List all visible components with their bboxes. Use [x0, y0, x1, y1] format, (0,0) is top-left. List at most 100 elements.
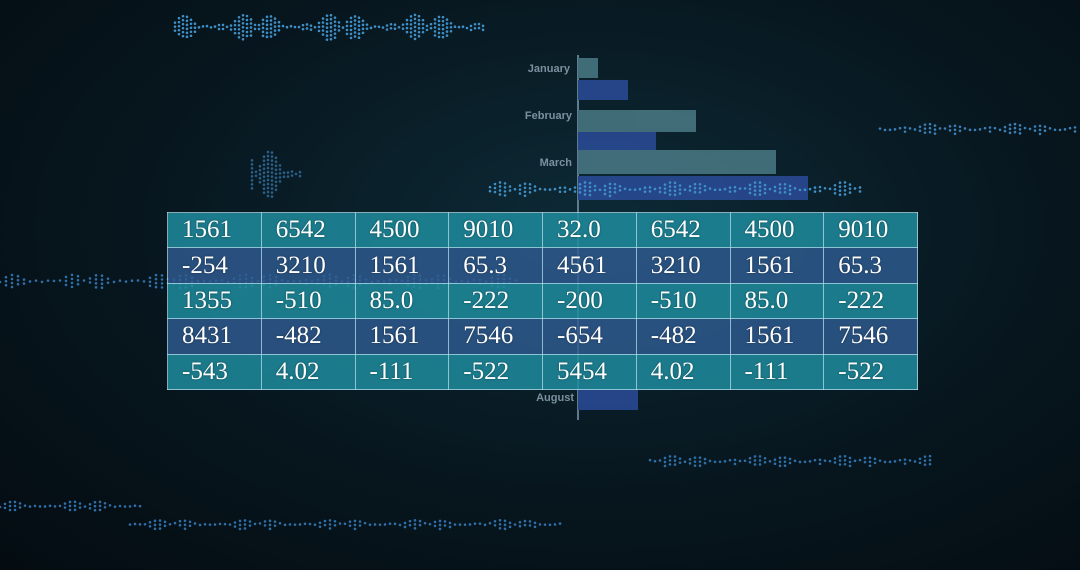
wave-dot — [269, 15, 273, 18]
backdrop-bar — [578, 80, 628, 100]
wave-dot — [738, 187, 742, 190]
wave-dot — [100, 274, 104, 278]
table-row: 8431 -482 1561 7546 -654 -482 1561 7546 — [167, 318, 918, 355]
wave-dot — [828, 459, 832, 463]
wave-dot — [341, 26, 345, 29]
wave-dot — [278, 172, 282, 175]
table-row: -254 3210 1561 65.3 4561 3210 1561 65.3 — [167, 247, 918, 284]
table-cell: -522 — [448, 353, 543, 391]
wave-dot — [205, 24, 209, 28]
wave-dot — [245, 22, 249, 26]
wave-dot — [378, 523, 382, 526]
wave-dot — [423, 521, 427, 525]
wave-dot — [113, 505, 117, 509]
wave-dot — [653, 187, 657, 191]
wave-dot — [573, 190, 577, 193]
wave-dot — [308, 522, 312, 526]
wave-dot — [668, 185, 672, 188]
table-cell: 9010 — [448, 211, 543, 249]
wave-dot — [221, 27, 225, 31]
wave-dot — [648, 458, 652, 462]
wave-dot — [398, 523, 402, 527]
wave-dot — [68, 508, 72, 512]
wave-dot — [573, 186, 577, 189]
wave-dot — [1018, 128, 1022, 131]
wave-dot — [238, 519, 242, 523]
wave-dot — [417, 30, 421, 34]
wave-dot — [748, 187, 752, 191]
table-cell: 4.02 — [635, 353, 731, 391]
table-cell: 1561 — [729, 318, 825, 355]
wave-dot — [353, 23, 357, 26]
wave-dot — [578, 191, 582, 194]
wave-dot — [1043, 125, 1047, 129]
wave-dot — [266, 158, 270, 162]
wave-dot — [418, 523, 422, 527]
wave-dot — [163, 520, 167, 524]
wave-dot — [43, 505, 47, 508]
wave-dot — [112, 280, 116, 284]
wave-dot — [321, 29, 325, 32]
wave-dot — [329, 33, 333, 37]
wave-dot — [493, 523, 497, 527]
wave-dot — [583, 193, 587, 196]
wave-dot — [40, 280, 44, 284]
wave-dot — [753, 463, 757, 466]
wave-dot — [413, 17, 417, 21]
wave-dot — [898, 126, 902, 130]
wave-dot — [181, 34, 185, 38]
wave-dot — [493, 182, 497, 186]
wave-dot — [268, 523, 272, 527]
wave-dot — [445, 22, 449, 25]
table-cell: -222 — [823, 282, 918, 320]
wave-dot — [948, 129, 952, 132]
wave-dot — [301, 27, 305, 31]
wave-dot — [983, 126, 987, 130]
wave-dot — [10, 281, 14, 285]
wave-dot — [693, 460, 697, 463]
wave-dot — [608, 186, 612, 190]
wave-dot — [283, 523, 287, 527]
wave-dot — [245, 14, 249, 18]
wave-dot — [438, 519, 442, 523]
wave-dot — [298, 523, 302, 526]
wave-dot — [373, 523, 377, 526]
wave-dot — [233, 19, 237, 23]
wave-dot — [197, 26, 201, 29]
wave-dot — [678, 461, 682, 464]
wave-dot — [793, 459, 797, 463]
wave-dot — [908, 459, 912, 462]
wave-dot — [437, 35, 441, 39]
wave-dot — [773, 462, 777, 466]
wave-dot — [923, 131, 927, 134]
table-cell: -510 — [260, 282, 356, 320]
wave-dot — [758, 455, 762, 458]
wave-dot — [189, 18, 193, 22]
wave-dot — [658, 459, 662, 462]
wave-dot — [238, 523, 242, 527]
wave-dot — [13, 504, 17, 508]
wave-dot — [63, 506, 67, 509]
wave-dot — [753, 193, 757, 196]
wave-dot — [262, 179, 266, 183]
wave-dot — [93, 504, 97, 508]
wave-dot — [248, 524, 252, 527]
wave-dot — [124, 280, 128, 283]
wave-dot — [4, 275, 8, 279]
wave-dot — [262, 183, 266, 187]
wave-dot — [313, 25, 317, 29]
wave-dot — [417, 26, 421, 30]
wave-dot — [249, 22, 253, 25]
wave-dot — [405, 18, 409, 22]
wave-dot — [693, 186, 697, 190]
table-row: 1561 6542 4500 9010 32.0 6542 4500 9010 — [167, 211, 918, 249]
wave-dot — [3, 506, 7, 510]
wave-dot — [68, 504, 72, 508]
wave-dot — [783, 190, 787, 194]
table-cell: 9010 — [823, 211, 918, 249]
wave-dot — [397, 25, 401, 29]
data-table: 1561 6542 4500 9010 32.0 6542 4500 9010 -254 3210… — [167, 211, 918, 391]
wave-dot — [753, 455, 757, 458]
wave-dot — [103, 505, 107, 509]
wave-dot — [361, 23, 365, 27]
